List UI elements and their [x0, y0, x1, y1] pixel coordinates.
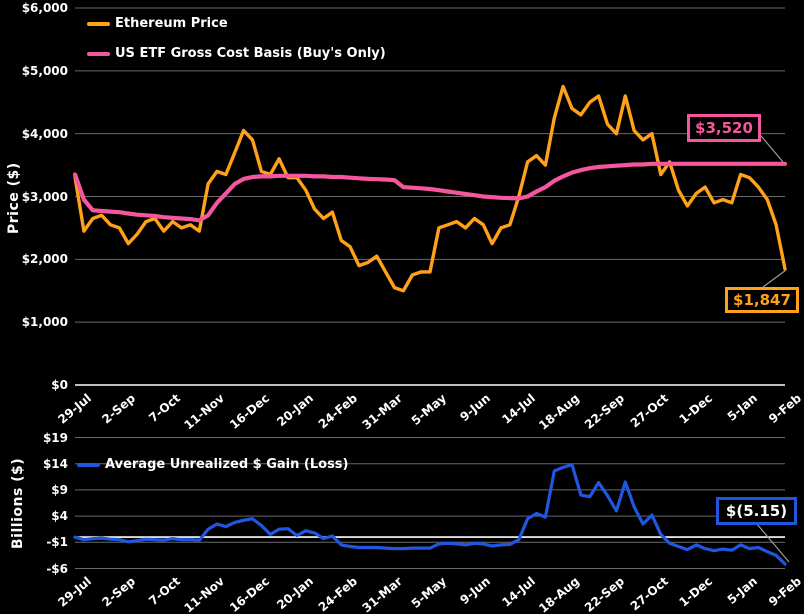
date-axis-top: 29-Jul 2-Sep 7-Oct 11-Nov 16-Dec 20-Jan 24-Feb… [0, 389, 804, 439]
legend-label-ethereum-price: Ethereum Price [115, 16, 228, 31]
legend-item-etf-cost-basis: US ETF Gross Cost Basis (Buy's Only) [87, 46, 386, 61]
y-tick-label: $4,000 [21, 126, 68, 141]
legend-swatch-etf-cost-basis [87, 51, 110, 56]
y-tick-label: -$1 [46, 535, 68, 550]
y-tick-label: $3,000 [21, 189, 68, 204]
y-tick-label: $0 [51, 378, 68, 392]
annotation-leader-line [762, 269, 787, 288]
annotation-cost-basis-value: $3,520 [687, 114, 761, 142]
y-tick-label: -$6 [46, 561, 68, 576]
x-tick-label: 29-Jul [55, 574, 94, 610]
y-tick-label: $1,000 [21, 315, 68, 330]
legend-item-ethereum-price: Ethereum Price [87, 16, 228, 31]
legend-label-unrealized-gain: Average Unrealized $ Gain (Loss) [105, 457, 349, 472]
series-line-us-etf-gross-cost-basis-buy-s-only [72, 161, 788, 223]
y-tick-label: $14 [42, 456, 68, 471]
date-axis-bottom: 29-Jul 2-Sep 7-Oct 11-Nov 16-Dec 20-Jan 24-Feb… [0, 572, 804, 614]
series-line-average-unrealized-gain-loss [73, 463, 787, 566]
legend-item-unrealized-gain: Average Unrealized $ Gain (Loss) [77, 457, 348, 472]
y-tick-label: $9 [51, 482, 68, 497]
legend-swatch-unrealized-gain [77, 462, 100, 467]
series-line-ethereum-price [73, 84, 787, 293]
annotation-unrealized-loss-value: $(5.15) [716, 497, 797, 525]
y-tick-label: $6,000 [21, 1, 68, 15]
y-tick-label: $4 [51, 509, 68, 524]
legend-swatch-ethereum-price [87, 21, 110, 26]
y-tick-label: $19 [42, 430, 68, 445]
y-tick-label: $2,000 [21, 252, 68, 267]
annotation-eth-price-value: $1,847 [725, 287, 799, 313]
y-tick-label: $5,000 [21, 63, 68, 78]
legend-label-etf-cost-basis: US ETF Gross Cost Basis (Buy's Only) [115, 46, 386, 61]
